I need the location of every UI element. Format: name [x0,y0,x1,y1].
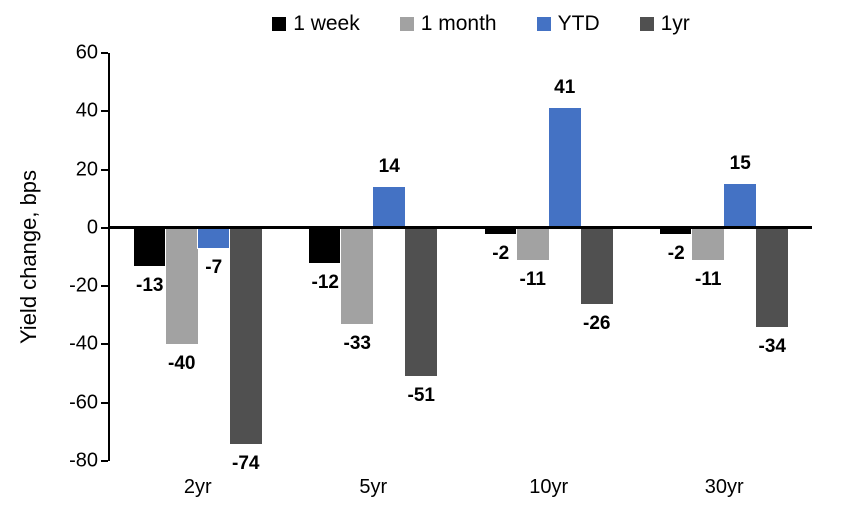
legend-marker-icon [272,17,287,31]
bar-value-label: -34 [758,335,786,357]
bar [164,226,199,346]
bar-value-label: 41 [554,77,576,99]
bar-value-label: -7 [205,257,223,279]
y-axis-tick-label: 40 [75,99,98,122]
bar-value-label: -11 [519,268,546,290]
y-axis-tick-label: 20 [75,158,98,181]
x-category-label: 10yr [529,476,569,498]
legend-label: YTD [557,12,600,35]
bar [515,226,550,261]
bar [723,183,758,229]
bar-value-label: -40 [168,353,196,375]
legend-label: 1 week [293,12,360,35]
bar-value-label: -11 [695,268,722,290]
chart-legend: 1 week 1 month YTD 1yr [110,8,852,40]
bar [372,186,407,229]
bar [228,226,263,445]
legend-item: 1 week [272,12,360,36]
x-axis-zero-line [110,226,812,230]
y-axis-tick-label: -60 [69,391,98,414]
x-category-label: 2yr [183,476,212,498]
bar [755,226,790,328]
bar [547,107,582,229]
legend-item: 1 month [399,12,497,36]
y-axis-line [108,53,110,461]
bar [404,226,439,378]
y-axis-title-text: Yield change, bps [16,169,41,345]
bar-value-label: -2 [492,242,510,264]
bar-value-label: 15 [729,153,751,175]
y-axis-tick-mark [101,226,108,229]
y-axis-tick-mark [101,285,108,288]
bar-value-label: -12 [311,271,339,293]
legend-marker-icon [639,17,654,31]
y-axis-tick-mark [101,52,108,54]
y-axis-tick-mark [101,460,108,462]
x-category-label: 30yr [704,476,744,498]
legend-item: 1yr [639,12,690,36]
bar-value-label: -74 [232,452,260,474]
y-axis-tick-mark [101,168,108,171]
bar-value-label: -13 [136,274,164,296]
x-category-label: 5yr [359,476,388,498]
bar-value-label: -33 [343,333,371,355]
bar [691,226,726,261]
bar-value-label: 14 [378,156,400,178]
y-axis-tick-mark [101,110,108,113]
y-axis-tick-mark [101,401,108,404]
bar [308,226,343,264]
legend-item: YTD [536,12,600,36]
bar-value-label: -51 [407,385,435,407]
legend-marker-icon [399,17,414,31]
bar-value-label: -2 [667,242,685,264]
y-axis-tick-mark [101,343,108,346]
y-axis-tick-label: -20 [69,274,98,297]
bar [340,226,375,326]
bar [132,226,167,267]
bar [579,226,614,305]
bar-value-label: -26 [583,312,611,334]
y-axis-tick-label: -40 [69,332,98,355]
y-axis-tick-label: 0 [86,216,98,239]
legend-marker-icon [536,17,551,31]
bar [483,226,518,235]
legend-label: 1yr [660,12,690,35]
y-axis-tick-label: -80 [69,449,98,472]
bar [659,226,694,235]
y-axis-tick-label: 60 [75,41,98,64]
bar [196,226,231,250]
legend-label: 1 month [420,12,497,35]
